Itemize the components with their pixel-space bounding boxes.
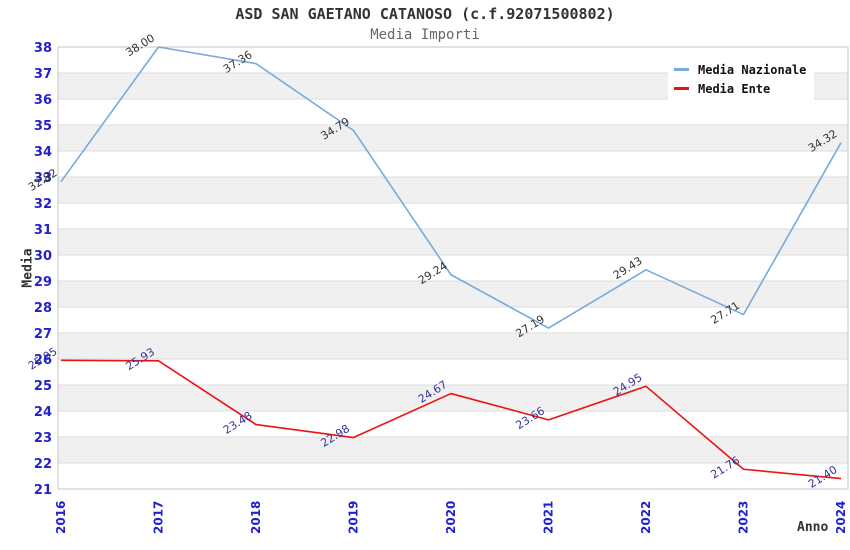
x-tick-label: 2021 [542, 501, 556, 534]
legend-item-media-nazionale: Media Nazionale [674, 60, 808, 79]
stripe-band [58, 385, 848, 411]
value-label-media-nazionale: 37.36 [221, 48, 255, 76]
plot-border [57, 46, 849, 490]
y-tick-label: 28 [34, 301, 52, 316]
stripe-band [58, 229, 848, 255]
value-label-media-nazionale: 29.43 [611, 254, 645, 282]
x-tick-label: 2022 [639, 501, 653, 534]
y-tick-label: 31 [34, 223, 52, 238]
y-tick-label: 23 [34, 431, 52, 446]
stripe-band [58, 177, 848, 203]
y-tick-label: 25 [34, 379, 52, 394]
stripe-band [58, 125, 848, 151]
y-tick-label: 32 [34, 197, 52, 212]
y-tick-label: 26 [34, 353, 52, 368]
x-tick-label: 2024 [834, 501, 848, 534]
series-line-media-ente [60, 359, 842, 480]
x-tick-label: 2018 [249, 501, 263, 534]
y-tick-label: 29 [34, 275, 52, 290]
x-axis-title: Anno [797, 520, 829, 535]
y-tick-label: 30 [34, 249, 52, 264]
value-label-media-ente: 25.95 [26, 345, 60, 373]
media-nazionale-line-icon [674, 68, 689, 71]
y-tick-label: 34 [34, 145, 52, 160]
x-tick-label: 2019 [347, 501, 361, 534]
y-axis-title: Media [20, 248, 36, 288]
chart-subtitle: Media Importi [370, 27, 480, 43]
x-tick-label: 2017 [152, 501, 166, 534]
y-tick-label: 36 [34, 93, 52, 108]
series-line-media-nazionale [60, 46, 842, 329]
chart-title: ASD SAN GAETANO CATANOSO (c.f.9207150080… [235, 5, 615, 23]
legend-item-media-ente: Media Ente [674, 79, 808, 98]
x-tick-label: 2020 [444, 501, 458, 534]
x-tick-label: 2016 [54, 501, 68, 534]
value-label-media-ente: 21.40 [806, 463, 840, 491]
y-tick-label: 21 [34, 483, 52, 498]
legend-label: Media Ente [698, 81, 771, 96]
y-tick-label: 24 [34, 405, 52, 420]
legend: Media Nazionale Media Ente [668, 54, 814, 104]
y-tick-label: 38 [34, 41, 52, 56]
y-tick-label: 33 [34, 171, 52, 186]
stripe-band [58, 333, 848, 359]
y-tick-label: 35 [34, 119, 52, 134]
y-tick-label: 22 [34, 457, 52, 472]
media-ente-line-icon [674, 87, 689, 90]
x-tick-label: 2023 [737, 501, 751, 534]
stripe-band [58, 437, 848, 463]
y-tick-label: 37 [34, 67, 52, 82]
legend-label: Media Nazionale [698, 62, 807, 77]
y-tick-label: 27 [34, 327, 52, 342]
